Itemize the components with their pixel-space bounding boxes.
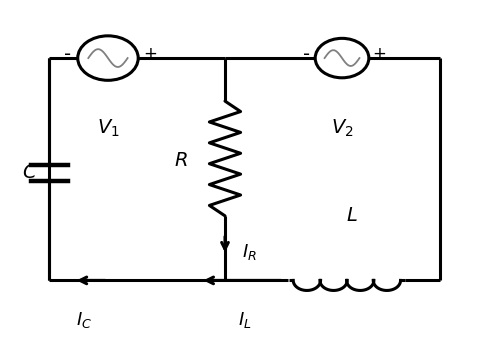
- Text: $V_2$: $V_2$: [330, 117, 353, 139]
- Text: +: +: [372, 45, 386, 63]
- Text: $R$: $R$: [174, 151, 187, 170]
- Text: $V_1$: $V_1$: [97, 117, 119, 139]
- Text: +: +: [143, 45, 157, 63]
- Text: $I_C$: $I_C$: [76, 310, 91, 330]
- Text: -: -: [302, 45, 309, 64]
- Text: -: -: [64, 45, 71, 64]
- Text: $C$: $C$: [22, 163, 38, 182]
- Text: $I_L$: $I_L$: [237, 310, 251, 330]
- Text: $I_R$: $I_R$: [242, 242, 256, 262]
- Text: $L$: $L$: [345, 206, 357, 225]
